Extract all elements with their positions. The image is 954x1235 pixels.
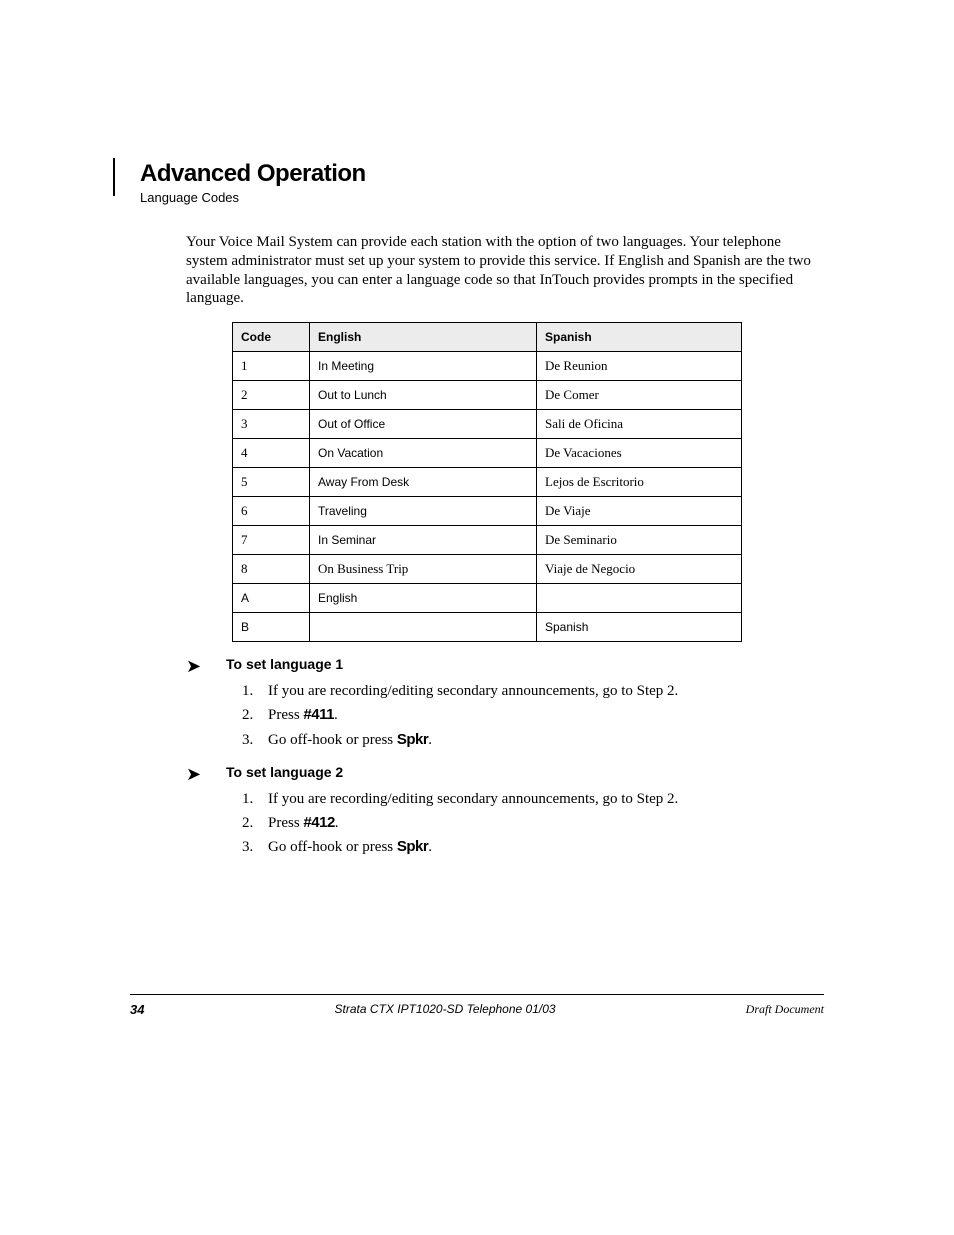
table-cell: 4 bbox=[233, 439, 310, 468]
footer-center: Strata CTX IPT1020-SD Telephone 01/03 bbox=[335, 1002, 556, 1017]
step-number: 3. bbox=[242, 730, 268, 750]
footer-rule bbox=[130, 994, 824, 995]
table-cell: Lejos de Escritorio bbox=[537, 468, 742, 497]
table-row: 6TravelingDe Viaje bbox=[233, 497, 742, 526]
body: Your Voice Mail System can provide each … bbox=[186, 233, 824, 858]
step: 2.Press #411. bbox=[242, 705, 824, 725]
procedure-steps: 1.If you are recording/editing secondary… bbox=[242, 789, 824, 858]
procedure-heading: ➤To set language 1 bbox=[186, 656, 824, 675]
table-cell: Traveling bbox=[310, 497, 537, 526]
table-cell: De Comer bbox=[537, 381, 742, 410]
table-cell: Out to Lunch bbox=[310, 381, 537, 410]
section-subhead: Language Codes bbox=[140, 190, 366, 205]
table-cell: 6 bbox=[233, 497, 310, 526]
table-cell: B bbox=[233, 613, 310, 642]
table-row: 7In SeminarDe Seminario bbox=[233, 526, 742, 555]
intro-paragraph: Your Voice Mail System can provide each … bbox=[186, 233, 824, 308]
table-row: 3Out of OfficeSali de Oficina bbox=[233, 410, 742, 439]
table-cell: De Seminario bbox=[537, 526, 742, 555]
table-cell: Out of Office bbox=[310, 410, 537, 439]
page: Advanced Operation Language Codes Your V… bbox=[0, 0, 954, 1235]
table-cell: De Vacaciones bbox=[537, 439, 742, 468]
table-row: 2Out to LunchDe Comer bbox=[233, 381, 742, 410]
table-row: 5Away From DeskLejos de Escritorio bbox=[233, 468, 742, 497]
step-text: Go off-hook or press Spkr. bbox=[268, 730, 432, 750]
step-text: Go off-hook or press Spkr. bbox=[268, 837, 432, 857]
table-cell: De Reunion bbox=[537, 352, 742, 381]
step-number: 2. bbox=[242, 705, 268, 725]
vertical-rule bbox=[113, 158, 115, 196]
procedure-title: To set language 2 bbox=[226, 764, 343, 782]
procedure-title: To set language 1 bbox=[226, 656, 343, 674]
col-code: Code bbox=[233, 323, 310, 352]
step: 3.Go off-hook or press Spkr. bbox=[242, 837, 824, 857]
page-footer: 34 Strata CTX IPT1020-SD Telephone 01/03… bbox=[130, 1002, 824, 1017]
keypad-code: #412 bbox=[303, 814, 334, 831]
table-cell: Viaje de Negocio bbox=[537, 555, 742, 584]
step-text: Press #412. bbox=[268, 813, 339, 833]
table-cell: Sali de Oficina bbox=[537, 410, 742, 439]
arrow-icon: ➤ bbox=[186, 656, 226, 675]
spkr-key: Spkr bbox=[397, 731, 428, 748]
table-cell: De Viaje bbox=[537, 497, 742, 526]
table-cell bbox=[537, 584, 742, 613]
procedure-steps: 1.If you are recording/editing secondary… bbox=[242, 681, 824, 750]
table-row: 4On VacationDe Vacaciones bbox=[233, 439, 742, 468]
step-number: 1. bbox=[242, 789, 268, 809]
step-number: 3. bbox=[242, 837, 268, 857]
table-cell bbox=[310, 613, 537, 642]
procedure-heading: ➤To set language 2 bbox=[186, 764, 824, 783]
table-cell: English bbox=[310, 584, 537, 613]
chapter-title: Advanced Operation bbox=[140, 160, 366, 188]
step-number: 1. bbox=[242, 681, 268, 701]
spkr-key: Spkr bbox=[397, 838, 428, 855]
language-codes-table: Code English Spanish 1In MeetingDe Reuni… bbox=[232, 322, 742, 642]
step-text: If you are recording/editing secondary a… bbox=[268, 789, 678, 809]
table-cell: Spanish bbox=[537, 613, 742, 642]
page-number: 34 bbox=[130, 1002, 144, 1017]
step: 3.Go off-hook or press Spkr. bbox=[242, 730, 824, 750]
table-cell: A bbox=[233, 584, 310, 613]
table-cell: 2 bbox=[233, 381, 310, 410]
step: 1.If you are recording/editing secondary… bbox=[242, 681, 824, 701]
table-cell: 7 bbox=[233, 526, 310, 555]
table-cell: On Vacation bbox=[310, 439, 537, 468]
table-cell: In Seminar bbox=[310, 526, 537, 555]
step-text: Press #411. bbox=[268, 705, 338, 725]
table-cell: On Business Trip bbox=[310, 555, 537, 584]
step-number: 2. bbox=[242, 813, 268, 833]
table-cell: Away From Desk bbox=[310, 468, 537, 497]
table-cell: 8 bbox=[233, 555, 310, 584]
table-row: 1In MeetingDe Reunion bbox=[233, 352, 742, 381]
arrow-icon: ➤ bbox=[186, 764, 226, 783]
keypad-code: #411 bbox=[303, 706, 334, 723]
table-row: 8On Business TripViaje de Negocio bbox=[233, 555, 742, 584]
table-cell: 5 bbox=[233, 468, 310, 497]
step: 2.Press #412. bbox=[242, 813, 824, 833]
step-text: If you are recording/editing secondary a… bbox=[268, 681, 678, 701]
page-header: Advanced Operation Language Codes bbox=[130, 160, 824, 205]
table-row: AEnglish bbox=[233, 584, 742, 613]
table-cell: 3 bbox=[233, 410, 310, 439]
step: 1.If you are recording/editing secondary… bbox=[242, 789, 824, 809]
footer-right: Draft Document bbox=[746, 1002, 824, 1017]
table-cell: In Meeting bbox=[310, 352, 537, 381]
col-english: English bbox=[310, 323, 537, 352]
table-row: B Spanish bbox=[233, 613, 742, 642]
table-header-row: Code English Spanish bbox=[233, 323, 742, 352]
table-cell: 1 bbox=[233, 352, 310, 381]
col-spanish: Spanish bbox=[537, 323, 742, 352]
